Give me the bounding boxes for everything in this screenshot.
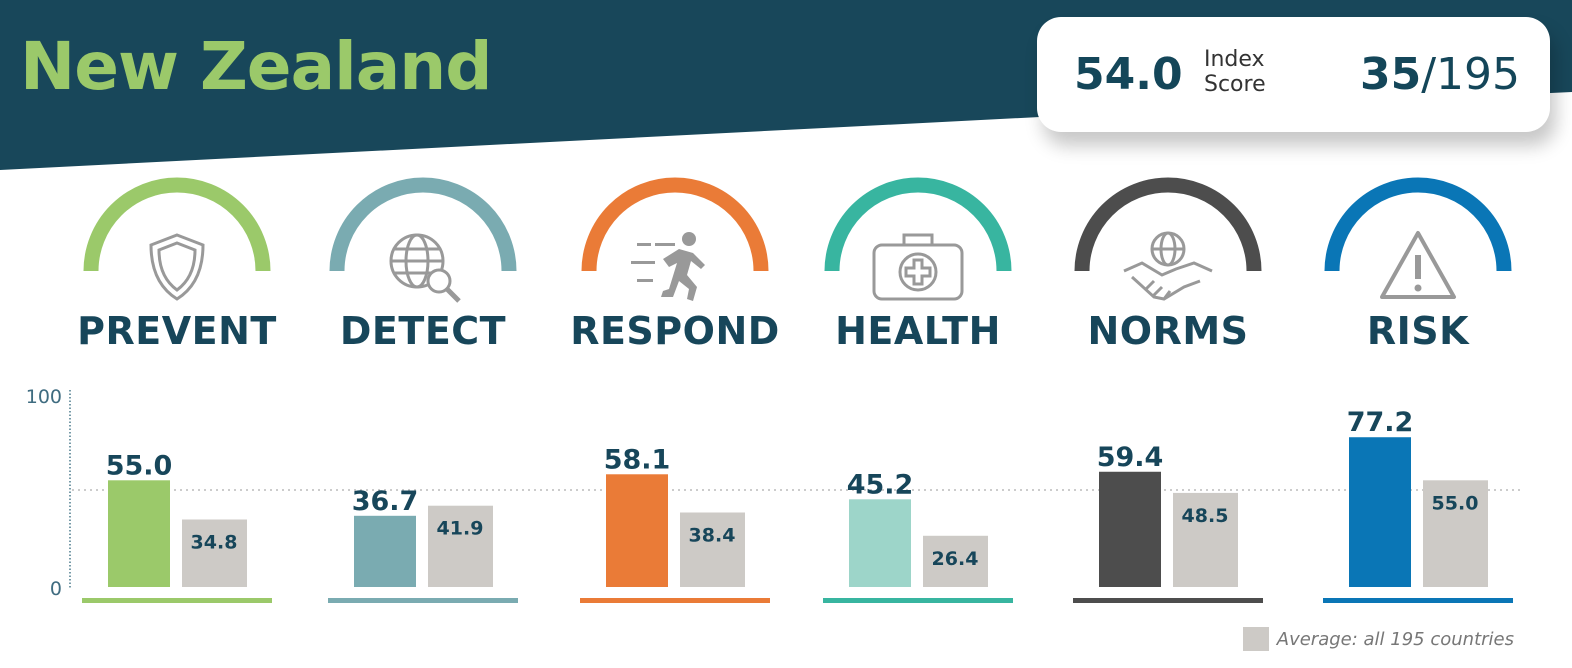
- rank: 35/195: [1359, 49, 1520, 100]
- value-label-average: 38.4: [689, 525, 736, 547]
- category-prevent: PREVENT: [52, 175, 302, 353]
- value-label-country: 59.4: [1097, 442, 1164, 473]
- value-label-country: 36.7: [352, 486, 419, 517]
- shield-icon: [83, 177, 271, 301]
- category-underline: [82, 598, 272, 603]
- globe-handshake-icon: [1074, 177, 1262, 301]
- value-label-average: 41.9: [437, 518, 484, 540]
- score-card: 54.0 Index Score 35/195: [1037, 17, 1550, 132]
- legend: Average: all 195 countries: [1242, 627, 1514, 651]
- category-detect: DETECT: [298, 175, 548, 353]
- category-risk: RISK: [1293, 175, 1543, 353]
- bar-average: [923, 535, 988, 587]
- category-respond: RESPOND: [550, 175, 800, 353]
- index-score: 54.0: [1074, 49, 1183, 100]
- index-score-label: Index Score: [1204, 47, 1266, 97]
- category-health: HEALTH: [793, 175, 1043, 353]
- category-underline: [1323, 598, 1513, 603]
- category-norms: NORMS: [1043, 175, 1293, 353]
- bar-chart: 0 100 55.0 34.8 36.7 41.9 58.1 38.4 45.2 26.4 59.4…: [26, 386, 1520, 603]
- bar-average: [428, 505, 493, 587]
- legend-label: Average: all 195 countries: [1276, 628, 1514, 650]
- value-label-average: 48.5: [1182, 505, 1229, 527]
- y-tick-label: 0: [50, 578, 62, 600]
- value-label-country: 58.1: [604, 444, 671, 475]
- bar-average: [1173, 492, 1238, 587]
- bar-average: [182, 519, 247, 587]
- medical-kit-icon: [824, 177, 1012, 301]
- y-tick-label: 100: [26, 386, 62, 408]
- category-label: HEALTH: [835, 309, 1001, 353]
- category-label: DETECT: [339, 309, 507, 353]
- category-label: RESPOND: [570, 309, 780, 353]
- bar-country: [354, 515, 416, 587]
- bar-country: [606, 474, 668, 587]
- category-underline: [1073, 598, 1263, 603]
- warning-triangle-icon: [1324, 177, 1512, 299]
- value-label-average: 55.0: [1432, 492, 1479, 514]
- value-label-average: 34.8: [191, 531, 238, 553]
- value-label-country: 55.0: [106, 450, 173, 481]
- category-underline: [823, 598, 1013, 603]
- category-label: NORMS: [1087, 309, 1249, 353]
- country-title: New Zealand: [20, 28, 492, 105]
- category-label: RISK: [1366, 309, 1470, 353]
- value-label-country: 45.2: [847, 469, 914, 500]
- category-label: PREVENT: [77, 309, 277, 353]
- category-underline: [328, 598, 518, 603]
- running-person-icon: [581, 177, 769, 301]
- bar-country: [1349, 437, 1411, 587]
- category-underline: [580, 598, 770, 603]
- value-label-country: 77.2: [1347, 407, 1414, 438]
- value-label-average: 26.4: [932, 548, 979, 570]
- bar-average: [680, 512, 745, 587]
- bar-country: [1099, 471, 1161, 587]
- bar-average: [1423, 480, 1488, 587]
- globe-magnifier-icon: [329, 177, 517, 303]
- bar-country: [108, 480, 170, 587]
- legend-swatch-average: [1242, 627, 1269, 651]
- bar-country: [849, 499, 911, 587]
